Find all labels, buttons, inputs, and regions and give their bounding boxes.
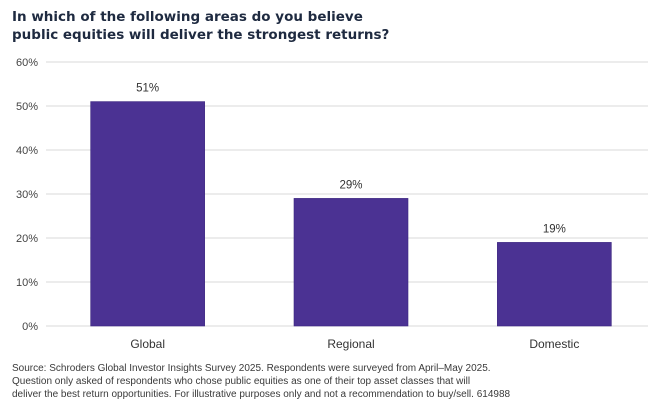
y-tick-label: 30% <box>16 189 38 201</box>
y-axis-ticks: 0% 10% 20% 30% 40% 50% 60% <box>16 57 38 333</box>
bar-global <box>90 101 205 327</box>
y-tick-label: 60% <box>16 57 38 69</box>
value-label: 51% <box>136 83 159 95</box>
bar-chart: 0% 10% 20% 30% 40% 50% 60% 51% 29% 19% Global Reg… <box>16 57 648 351</box>
source-line-2: Question only asked of respondents who c… <box>12 376 471 387</box>
y-tick-label: 10% <box>16 277 38 289</box>
y-tick-label: 50% <box>16 101 38 113</box>
bar-domestic <box>497 242 612 327</box>
chart-title: In which of the following areas do you b… <box>12 8 532 44</box>
x-tick-label: Regional <box>327 337 374 351</box>
chart-title-line-1: In which of the following areas do you b… <box>12 9 363 25</box>
source-line-1: Source: Schroders Global Investor Insigh… <box>12 363 491 374</box>
bars <box>90 101 612 327</box>
x-tick-label: Domestic <box>529 337 579 351</box>
y-tick-label: 40% <box>16 145 38 157</box>
value-label: 29% <box>339 179 362 191</box>
bar-regional <box>293 198 409 327</box>
y-tick-label: 20% <box>16 233 38 245</box>
value-labels: 51% 29% 19% <box>136 83 566 236</box>
value-label: 19% <box>543 223 566 235</box>
x-axis-ticks: Global Regional Domestic <box>130 337 579 351</box>
chart-title-line-2: public equities will deliver the stronge… <box>12 27 390 43</box>
source-line-3: deliver the best return opportunities. F… <box>12 389 511 400</box>
y-tick-label: 0% <box>22 321 38 333</box>
source-note: Source: Schroders Global Investor Insigh… <box>12 362 652 401</box>
x-tick-label: Global <box>130 337 165 351</box>
